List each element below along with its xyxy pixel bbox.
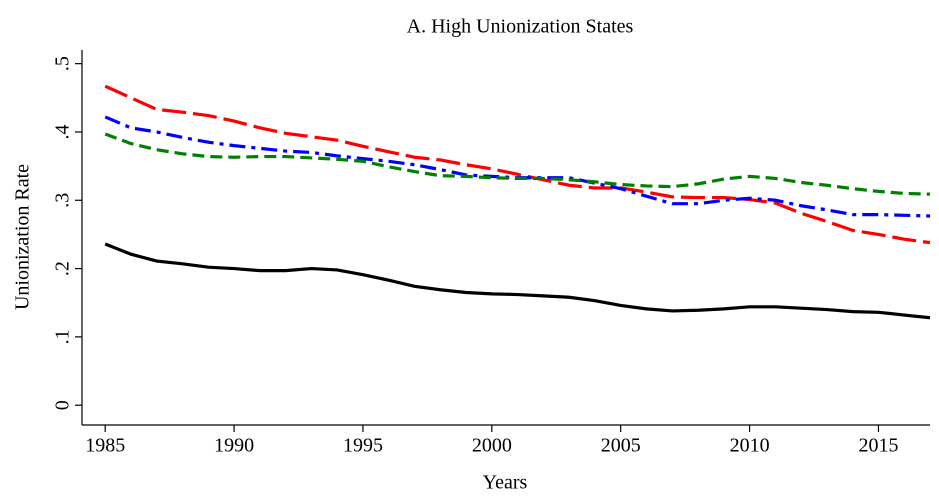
y-tick-label: .5: [52, 56, 74, 71]
series-line: [104, 115, 931, 218]
x-tick-label: 1985: [85, 435, 125, 457]
x-tick-label: 2000: [472, 435, 512, 457]
x-tick-label: 2015: [858, 435, 898, 457]
x-tick-label: 2010: [730, 435, 770, 457]
y-tick-label: .3: [52, 193, 74, 208]
series-line: [104, 132, 931, 196]
y-axis-title: Unionization Rate: [12, 164, 34, 310]
y-tick-label: .1: [52, 329, 74, 344]
chart-title: A. High Unionization States: [407, 16, 634, 38]
y-tick-label: .2: [52, 261, 74, 276]
series-line: [104, 84, 931, 245]
x-tick-label: 1990: [214, 435, 254, 457]
x-tick-label: 1995: [343, 435, 383, 457]
y-tick-label: .4: [52, 124, 74, 139]
y-tick-label: 0: [52, 400, 74, 410]
x-axis-title: Years: [483, 472, 528, 494]
series-line: [104, 242, 931, 320]
x-tick-label: 2005: [601, 435, 641, 457]
